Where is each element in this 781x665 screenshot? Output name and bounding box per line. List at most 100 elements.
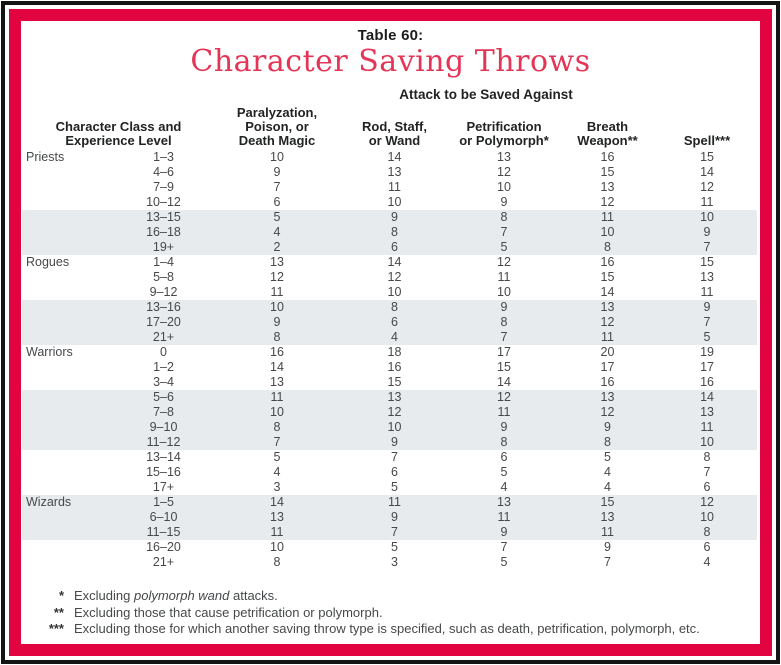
saving-throw-value-cell: 9 (391, 510, 398, 524)
saving-throw-value-cell: 6 (703, 480, 711, 494)
saving-throw-value-cell: 4 (604, 480, 611, 494)
class-group-label (22, 465, 112, 480)
class-group-label (22, 240, 112, 255)
saving-throw-value-cell: 7 (273, 435, 281, 449)
experience-level-cell: 3–4 (153, 375, 174, 389)
saving-throw-value-cell: 12 (600, 315, 615, 329)
saving-throw-value-cell: 9 (703, 225, 711, 239)
saving-throw-value-cell: 8 (273, 420, 281, 434)
saving-throw-value-cell: 13 (497, 495, 511, 509)
experience-level-cell: 13–14 (146, 450, 181, 464)
saving-throw-value-cell: 14 (600, 285, 615, 299)
saving-throw-value-cell: 11 (700, 195, 714, 209)
class-group-label (22, 510, 112, 525)
saving-throw-value-cell: 12 (270, 270, 284, 284)
saving-throw-value-cell: 4 (273, 465, 281, 479)
column-header-rod-staff-wand: Rod, Staff, or Wand (362, 119, 427, 148)
table-row: 6–10 13 9 11 13 10 (22, 510, 758, 525)
table-row: 21+ 8 4 7 11 5 (22, 330, 758, 345)
saving-throw-value-cell: 5 (500, 555, 508, 569)
table-row: 1–2 14 16 15 17 17 (22, 360, 757, 375)
saving-throw-value-cell: 15 (387, 375, 402, 389)
saving-throw-value-cell: 11 (700, 285, 714, 299)
saving-throw-value-cell: 6 (391, 240, 398, 254)
saving-throw-value-cell: 11 (388, 495, 401, 509)
saving-throw-value-cell: 10 (600, 225, 615, 239)
saving-throw-value-cell: 17 (600, 360, 615, 374)
saving-throw-value-cell: 5 (273, 450, 281, 464)
saving-throw-value-cell: 3 (273, 480, 281, 494)
class-group-label (22, 450, 112, 465)
footnote: *** Excluding those for which another sav… (22, 621, 759, 638)
saving-throw-value-cell: 14 (270, 360, 284, 374)
saving-throw-value-cell: 10 (270, 405, 284, 419)
spacer-cell (22, 87, 215, 106)
class-group-label (22, 540, 112, 555)
table-row: 11–15 11 7 9 11 8 (22, 525, 758, 540)
table-row: 9–10 8 10 9 9 11 (22, 420, 758, 435)
class-group-label: Wizards (26, 495, 72, 509)
class-group-label (22, 390, 112, 405)
class-group-label (22, 525, 112, 540)
column-header-paralyzation: Paralyzation, Poison, or Death Magic (236, 105, 318, 148)
saving-throw-value-cell: 12 (387, 405, 402, 419)
footnote-text: Excluding those that cause petrification… (74, 604, 383, 620)
table-row: 13–14 5 7 6 5 8 (22, 450, 757, 465)
saving-throw-value-cell: 13 (387, 390, 402, 404)
saving-throw-value-cell: 7 (500, 225, 508, 239)
saving-throw-value-cell: 9 (273, 315, 281, 329)
saving-throw-value-cell: 13 (600, 180, 615, 194)
saving-throw-value-cell: 6 (273, 195, 281, 209)
saving-throw-value-cell: 7 (703, 240, 711, 254)
saving-throw-value-cell: 13 (600, 300, 615, 314)
experience-level-cell: 11–12 (146, 435, 181, 449)
table-row: 9–12 11 10 10 14 11 (22, 285, 757, 300)
saving-throw-value-cell: 5 (500, 465, 508, 479)
experience-level-cell: 1–2 (153, 360, 174, 374)
saving-throw-value-cell: 10 (387, 285, 402, 299)
class-group-label (22, 480, 112, 495)
saving-throw-value-cell: 13 (270, 510, 284, 524)
saving-throw-value-cell: 20 (600, 345, 615, 359)
saving-throw-value-cell: 10 (387, 195, 402, 209)
table-row: 21+ 8 3 5 7 4 (22, 555, 757, 570)
class-group-label (22, 330, 112, 345)
class-group-label (22, 375, 112, 390)
saving-throw-value-cell: 12 (700, 180, 714, 194)
experience-level-cell: 13–16 (146, 300, 181, 314)
saving-throw-value-cell: 15 (600, 165, 615, 179)
saving-throw-value-cell: 7 (273, 180, 281, 194)
saving-throw-value-cell: 8 (391, 225, 398, 239)
saving-throw-value-cell: 7 (703, 465, 711, 479)
saving-throw-value-cell: 8 (604, 435, 611, 449)
table-row: Rogues 1–4 13 14 12 16 15 (22, 255, 757, 270)
saving-throw-value-cell: 8 (500, 210, 508, 224)
saving-throw-value-cell: 10 (270, 540, 284, 554)
table-row: Warriors 0 16 18 17 20 19 (22, 345, 757, 360)
footnotes: * Excluding polymorph wand attacks. ** Excl… (22, 588, 759, 638)
saving-throw-value-cell: 15 (600, 495, 615, 509)
saving-throw-value-cell: 8 (273, 330, 281, 344)
class-group-label (22, 360, 112, 375)
saving-throw-value-cell: 4 (604, 465, 611, 479)
experience-level-cell: 21+ (152, 330, 175, 344)
footnote: ** Excluding those that cause petrificati… (22, 605, 759, 622)
saving-throw-value-cell: 9 (604, 540, 611, 554)
table-row: 7–9 7 11 10 13 12 (22, 180, 757, 195)
saving-throw-value-cell: 3 (391, 555, 398, 569)
saving-throw-value-cell: 15 (497, 360, 511, 374)
saving-throw-value-cell: 14 (387, 255, 402, 269)
saving-throw-value-cell: 12 (600, 405, 615, 419)
saving-throw-value-cell: 4 (391, 330, 398, 344)
saving-throw-value-cell: 9 (273, 165, 281, 179)
saving-throw-value-cell: 5 (391, 540, 398, 554)
saving-throw-value-cell: 11 (700, 420, 714, 434)
saving-throw-value-cell: 11 (388, 180, 401, 194)
table-row: 7–8 10 12 11 12 13 (22, 405, 758, 420)
saving-throw-value-cell: 13 (270, 255, 284, 269)
saving-throw-value-cell: 4 (273, 225, 281, 239)
saving-throw-value-cell: 13 (270, 375, 284, 389)
experience-level-cell: 16–18 (146, 225, 181, 239)
saving-throw-value-cell: 7 (391, 450, 398, 464)
saving-throw-value-cell: 13 (387, 165, 402, 179)
